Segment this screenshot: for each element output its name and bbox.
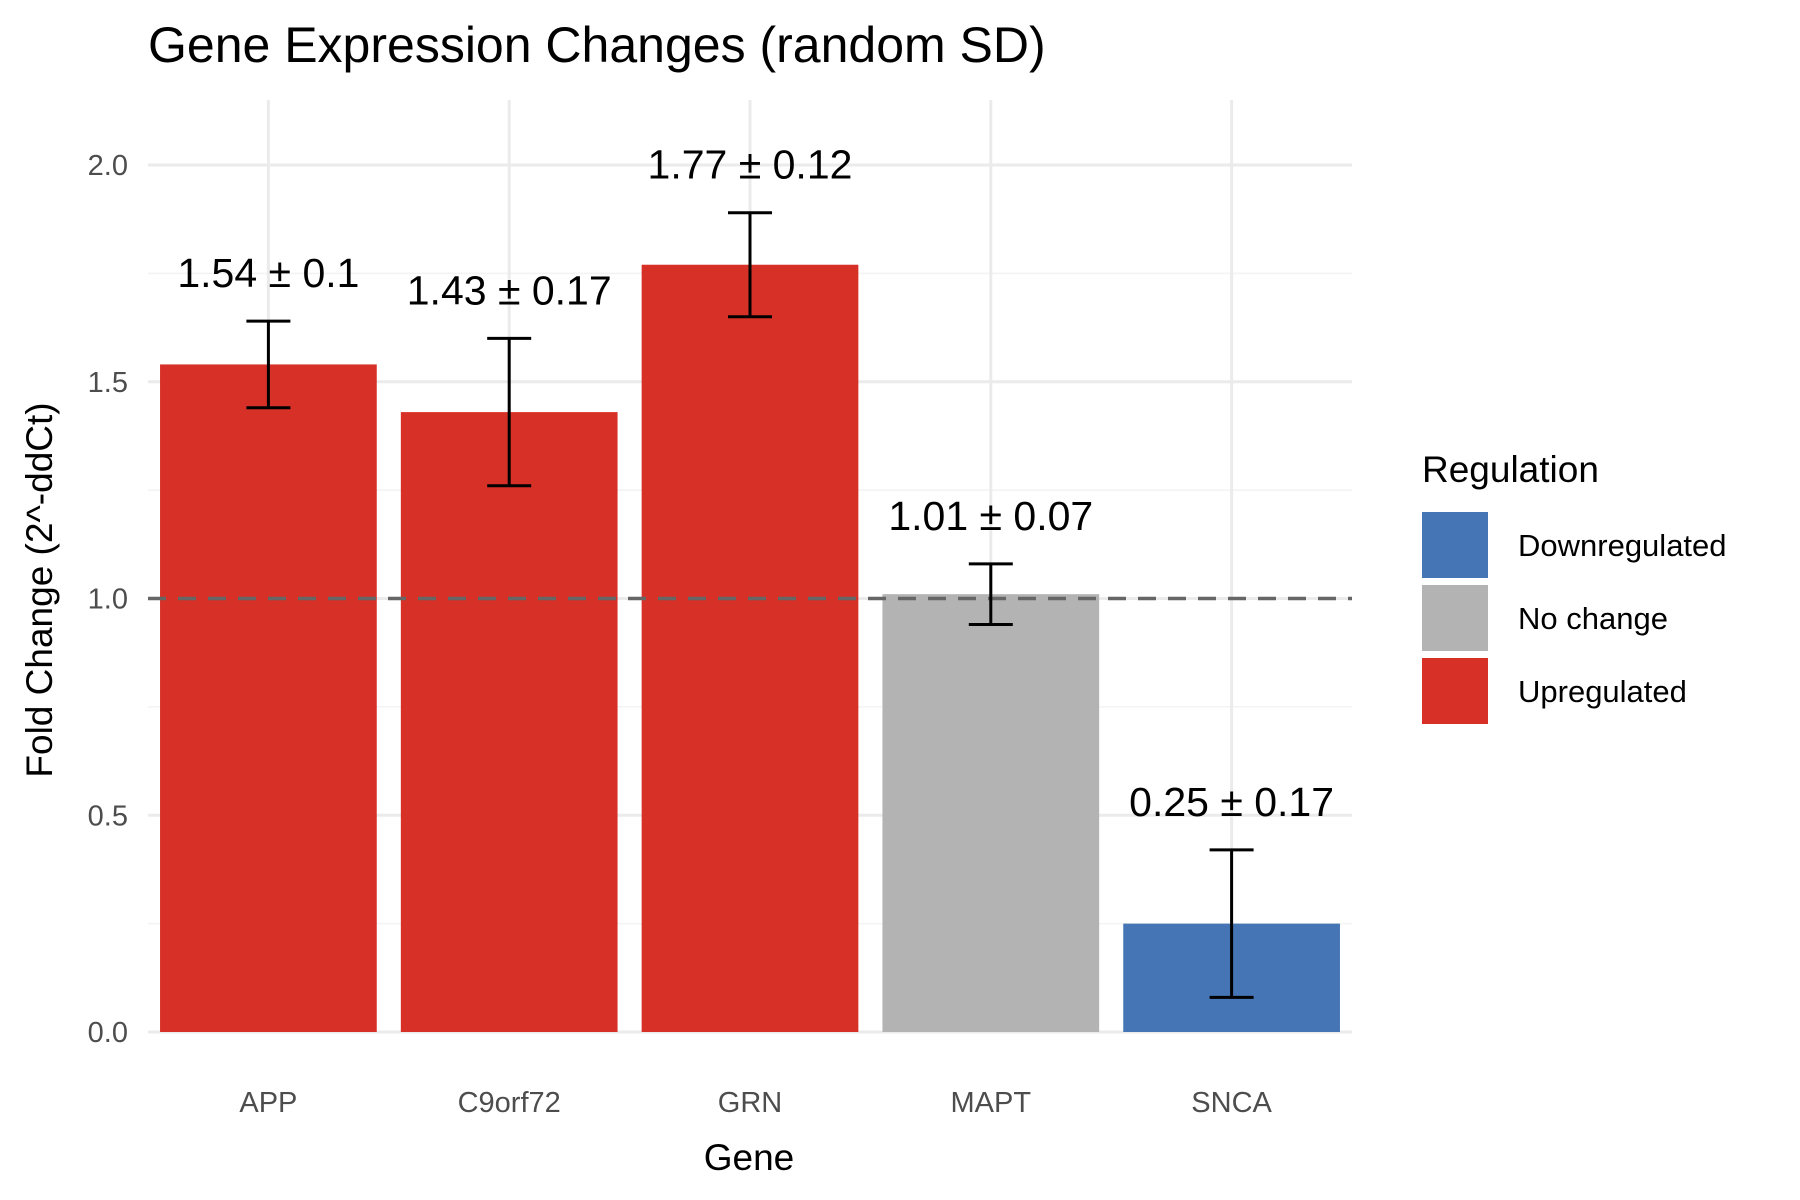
x-axis-title: Gene bbox=[704, 1137, 795, 1178]
error-bar-snca bbox=[1209, 848, 1254, 999]
y-tick-label: 2.0 bbox=[88, 150, 128, 182]
legend-entry-downregulated: Downregulated bbox=[1422, 512, 1727, 578]
data-label-grn: 1.77 ± 0.12 bbox=[648, 142, 853, 188]
y-axis-title: Fold Change (2^-ddCt) bbox=[19, 402, 60, 777]
bars bbox=[160, 264, 1340, 1032]
data-label-app: 1.54 ± 0.1 bbox=[177, 250, 359, 296]
error-bar-c9orf72 bbox=[487, 336, 532, 488]
error-bars bbox=[246, 211, 1254, 999]
legend-title: Regulation bbox=[1422, 449, 1599, 490]
legend-entry-upregulated: Upregulated bbox=[1422, 658, 1687, 724]
data-label-c9orf72: 1.43 ± 0.17 bbox=[407, 267, 612, 313]
legend-label: No change bbox=[1518, 601, 1668, 636]
x-axis-ticks: APP C9orf72 GRN MAPT SNCA bbox=[239, 1087, 1272, 1119]
data-labels: 1.54 ± 0.1 1.43 ± 0.17 1.77 ± 0.12 1.01 ± 0… bbox=[177, 142, 1334, 825]
legend: Regulation Downregulated No change Upregul… bbox=[1422, 449, 1727, 724]
legend-label: Upregulated bbox=[1518, 674, 1687, 709]
legend-label: Downregulated bbox=[1518, 528, 1727, 563]
x-tick-label-snca: SNCA bbox=[1191, 1087, 1272, 1119]
data-label-mapt: 1.01 ± 0.07 bbox=[888, 493, 1093, 539]
x-tick-label-app: APP bbox=[239, 1087, 297, 1119]
x-tick-label-grn: GRN bbox=[718, 1087, 782, 1119]
legend-key bbox=[1422, 512, 1488, 578]
error-bar-grn bbox=[728, 211, 772, 319]
error-bar-app bbox=[246, 319, 291, 410]
error-bar-mapt bbox=[968, 562, 1013, 627]
legend-entry-no-change: No change bbox=[1422, 585, 1668, 651]
bar-mapt bbox=[882, 594, 1100, 1032]
bar-grn bbox=[641, 264, 859, 1032]
legend-key bbox=[1422, 658, 1488, 724]
data-label-snca: 0.25 ± 0.17 bbox=[1129, 779, 1334, 825]
legend-key bbox=[1422, 585, 1488, 651]
bar-app bbox=[160, 364, 377, 1032]
y-tick-label: 0.5 bbox=[88, 800, 128, 832]
bar-c9orf72 bbox=[400, 412, 618, 1032]
y-tick-label: 1.0 bbox=[88, 584, 128, 616]
x-tick-label-c9orf72: C9orf72 bbox=[458, 1087, 561, 1119]
y-tick-label: 0.0 bbox=[88, 1017, 128, 1049]
y-tick-label: 1.5 bbox=[88, 367, 128, 399]
x-tick-label-mapt: MAPT bbox=[951, 1087, 1032, 1119]
y-axis-ticks: 0.0 0.5 1.0 1.5 2.0 bbox=[88, 150, 128, 1049]
chart-title: Gene Expression Changes (random SD) bbox=[148, 17, 1046, 73]
